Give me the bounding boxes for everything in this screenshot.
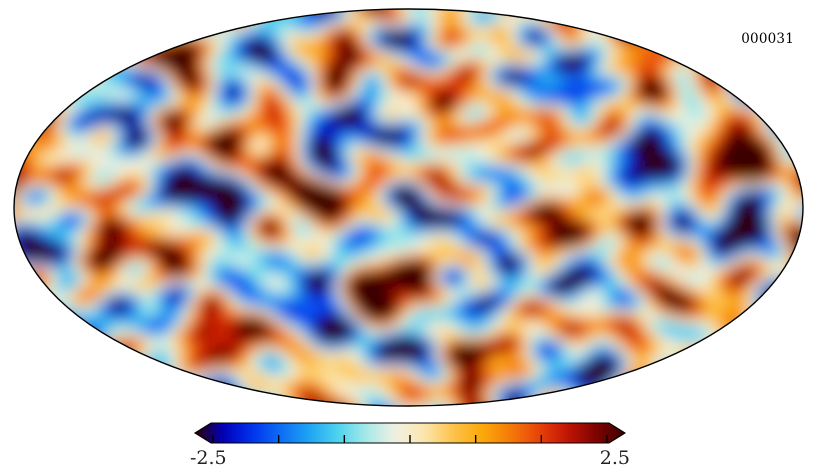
colorbar-ticks	[212, 435, 608, 443]
colorbar-tick-labels: -2.5 2.5	[190, 447, 630, 473]
run-label: 000031	[741, 31, 794, 47]
colorbar-min-label: -2.5	[190, 447, 227, 469]
colorbar: -2.5 2.5	[190, 416, 630, 474]
sky-map-canvas	[13, 8, 804, 407]
colorbar-gradient	[193, 422, 627, 444]
sky-map-outline	[13, 8, 804, 407]
sky-map	[11, 6, 806, 409]
colorbar-canvas	[193, 422, 627, 444]
colorbar-max-label: 2.5	[599, 447, 630, 469]
cmb-field	[14, 9, 803, 406]
